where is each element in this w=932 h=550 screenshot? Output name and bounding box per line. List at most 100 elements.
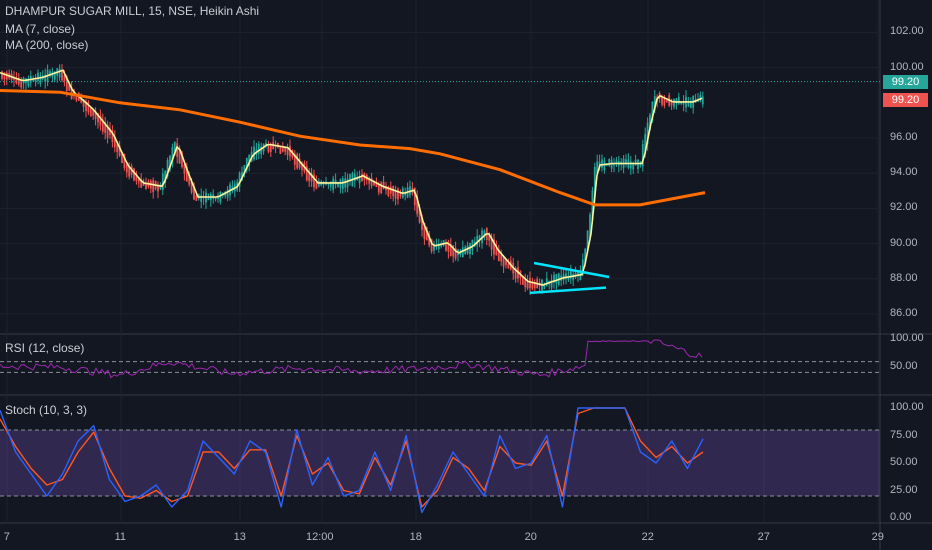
candle-body xyxy=(193,185,195,200)
ma200-line xyxy=(0,89,706,207)
ma7-legend: MA (7, close) xyxy=(5,22,76,36)
candle-body xyxy=(176,143,179,157)
candle-body xyxy=(505,260,507,265)
candle-body xyxy=(447,241,450,252)
candle-body xyxy=(109,128,111,135)
candle-body xyxy=(20,80,23,88)
candle-body xyxy=(493,239,495,255)
symbol-title: DHAMPUR SUGAR MILL, 15, NSE, Heikin Ashi xyxy=(5,4,260,18)
candle-body xyxy=(550,280,553,288)
candle-body xyxy=(253,146,255,160)
candle-body xyxy=(529,277,531,289)
candle-body xyxy=(281,146,284,152)
rsi-line xyxy=(0,339,703,379)
candle-body xyxy=(483,230,486,238)
candle-body xyxy=(133,168,135,181)
candle-body xyxy=(279,145,282,154)
price-tick-label: 102.00 xyxy=(890,25,924,38)
candle-body xyxy=(99,115,102,126)
candle-body xyxy=(370,178,373,187)
price-tick-label: 94.00 xyxy=(890,166,918,179)
candle-body xyxy=(267,145,270,152)
candle-body xyxy=(207,197,210,200)
candle-body xyxy=(135,173,138,182)
time-tick-label: 13 xyxy=(233,531,246,543)
time-tick-label: 22 xyxy=(641,531,654,543)
candle-body xyxy=(13,77,15,80)
ma7-line xyxy=(0,69,703,286)
candle-body xyxy=(3,72,6,80)
candle-body xyxy=(373,181,375,185)
price-tick-label: 86.00 xyxy=(890,307,918,319)
candle-body xyxy=(545,278,548,286)
candle-body xyxy=(188,174,191,185)
candle-body xyxy=(89,107,92,117)
candle-body xyxy=(269,144,272,152)
candle-body xyxy=(217,195,219,200)
rsi-legend: RSI (12, close) xyxy=(5,341,85,355)
candle-body xyxy=(569,271,572,279)
time-tick-label: 7 xyxy=(3,531,10,543)
candle-body xyxy=(123,153,126,169)
candle-body xyxy=(521,276,524,285)
candle-body xyxy=(353,173,356,182)
candle-body xyxy=(375,181,378,188)
candle-body xyxy=(399,193,402,197)
candle-body xyxy=(442,240,445,246)
stoch-tick-label: 0.00 xyxy=(890,511,912,523)
candle-body xyxy=(171,147,174,164)
candle-body xyxy=(315,182,318,189)
candle-body xyxy=(166,159,169,177)
candle-body xyxy=(65,76,68,91)
candle-body xyxy=(298,158,301,168)
candle-body xyxy=(615,160,618,165)
candle-body xyxy=(157,185,159,192)
candle-body xyxy=(421,217,423,230)
ma-price-tag: 99.20 xyxy=(883,93,928,107)
candle-body xyxy=(603,160,606,171)
candle-body xyxy=(380,182,383,194)
last-price-tag: 99.20 xyxy=(883,75,928,89)
candle-body xyxy=(680,102,683,105)
candle-body xyxy=(428,234,431,246)
candle-body xyxy=(58,68,61,78)
candle-body xyxy=(632,163,635,170)
candle-body xyxy=(61,70,63,81)
candle-body xyxy=(413,188,416,206)
candle-body xyxy=(589,214,591,238)
candle-body xyxy=(183,164,186,174)
candle-body xyxy=(305,166,308,181)
candle-body xyxy=(85,101,87,111)
candle-body xyxy=(358,176,361,183)
candle-body xyxy=(577,272,579,277)
candle-body xyxy=(471,239,474,251)
candle-body xyxy=(553,274,555,283)
candle-body xyxy=(92,109,95,116)
candle-body xyxy=(368,179,371,184)
candle-body xyxy=(5,72,8,80)
candle-body xyxy=(634,159,637,166)
candle-body xyxy=(593,166,596,198)
candle-body xyxy=(214,197,217,200)
candle-body xyxy=(392,186,395,197)
candle-body xyxy=(469,243,471,255)
candle-body xyxy=(116,144,119,152)
candle-body xyxy=(32,78,35,82)
price-tick-label: 100.00 xyxy=(890,60,924,73)
candle-body xyxy=(75,95,78,101)
time-tick-label: 20 xyxy=(524,531,537,543)
candle-body xyxy=(332,178,335,190)
time-tick-label: 18 xyxy=(409,531,422,543)
candle-body xyxy=(596,161,599,174)
candle-body xyxy=(63,75,66,82)
candle-body xyxy=(689,102,692,108)
indicator-panes xyxy=(0,339,880,514)
candle-body xyxy=(416,196,419,214)
candle-body xyxy=(339,179,342,188)
candle-body xyxy=(430,239,433,252)
candle-body xyxy=(137,177,140,183)
candle-body xyxy=(15,78,18,84)
candle-body xyxy=(94,111,97,120)
